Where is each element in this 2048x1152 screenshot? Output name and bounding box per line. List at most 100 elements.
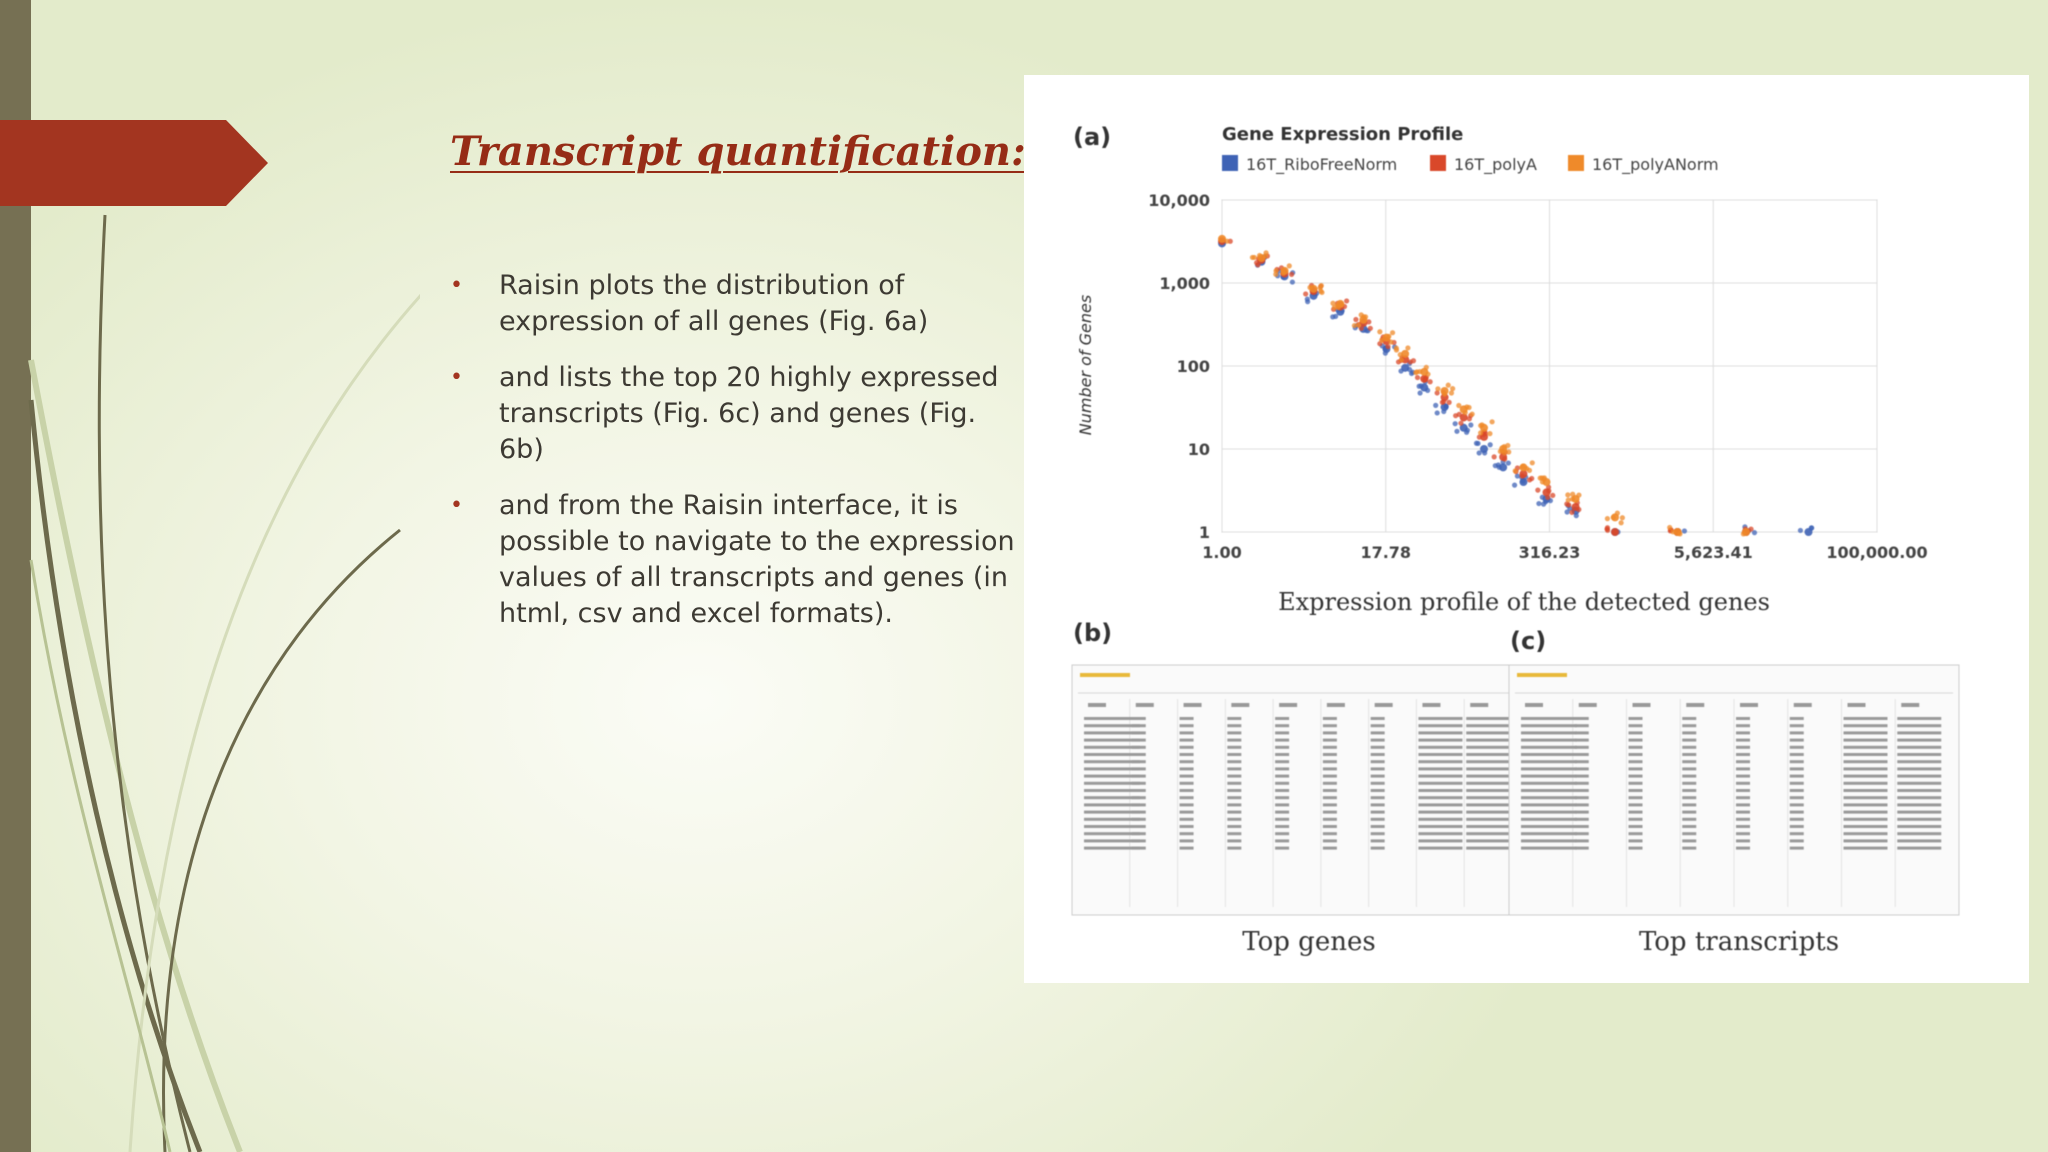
table-cell xyxy=(1843,774,1888,778)
data-point xyxy=(1388,339,1394,345)
table-cell xyxy=(1227,717,1242,720)
table-cell xyxy=(1897,846,1942,850)
data-point xyxy=(1809,525,1815,531)
data-point xyxy=(1482,450,1488,456)
table-cell xyxy=(1084,803,1140,807)
table-cell xyxy=(1370,738,1385,742)
data-point xyxy=(1379,337,1385,343)
data-point xyxy=(1576,506,1582,513)
table-cell xyxy=(1084,825,1140,828)
table-cell xyxy=(1521,717,1577,720)
legend-swatch xyxy=(1222,155,1238,171)
table-cell xyxy=(1736,832,1750,836)
table-cell xyxy=(1227,803,1242,807)
bullet-text: and lists the top 20 highly expressed tr… xyxy=(499,362,999,465)
table-cell xyxy=(1084,731,1140,735)
data-point xyxy=(1377,329,1383,335)
data-point xyxy=(1524,465,1530,472)
table-cell xyxy=(1418,825,1463,828)
data-point xyxy=(1677,531,1683,537)
table-cell xyxy=(1370,753,1385,756)
table-cell xyxy=(1897,810,1942,814)
table-cell xyxy=(1179,846,1194,850)
table-cell xyxy=(1131,745,1146,749)
slide-title: Transcript quantification: xyxy=(450,128,1026,175)
table-cell xyxy=(1131,839,1146,843)
table-cell xyxy=(1084,781,1140,785)
data-point xyxy=(1501,443,1507,450)
legend-swatch xyxy=(1430,155,1446,171)
table-cell xyxy=(1418,817,1463,821)
table-cell xyxy=(1682,810,1697,814)
data-point xyxy=(1565,492,1571,498)
table-cell xyxy=(1574,753,1589,756)
data-point xyxy=(1468,422,1474,428)
table-cell xyxy=(1466,789,1511,792)
table-column-header xyxy=(1422,703,1441,707)
table-cell xyxy=(1843,724,1888,728)
table-cell xyxy=(1227,745,1242,749)
caption-top-genes: Top genes xyxy=(1242,927,1375,957)
table-header-accent xyxy=(1517,673,1567,677)
data-point xyxy=(1487,431,1493,437)
table-cell xyxy=(1897,817,1942,821)
table-cell xyxy=(1227,817,1242,821)
data-point xyxy=(1362,314,1369,320)
table-cell xyxy=(1370,832,1385,836)
table-cell xyxy=(1275,839,1290,843)
table-cell xyxy=(1736,810,1750,814)
data-point xyxy=(1448,390,1455,396)
table-cell xyxy=(1418,832,1463,836)
bullet-list: • Raisin plots the distribution of expre… xyxy=(450,268,1020,652)
data-point xyxy=(1539,479,1546,485)
table-cell xyxy=(1843,789,1888,792)
bullet-text: Raisin plots the distribution of express… xyxy=(499,270,929,337)
data-point xyxy=(1446,399,1452,405)
table-cell xyxy=(1322,825,1337,828)
table-cell xyxy=(1789,839,1804,843)
table-cell xyxy=(1466,781,1511,785)
table-cell xyxy=(1628,717,1643,720)
table-cell xyxy=(1131,825,1146,828)
data-point xyxy=(1670,529,1676,535)
table-cell xyxy=(1179,760,1194,764)
data-point xyxy=(1435,386,1441,392)
data-point xyxy=(1466,404,1472,411)
table-cell xyxy=(1370,717,1385,720)
table-cell xyxy=(1179,839,1194,843)
table-cell xyxy=(1322,760,1337,764)
table-cell xyxy=(1131,846,1146,850)
table-cell xyxy=(1131,803,1146,807)
table-cell xyxy=(1521,781,1577,785)
scatter-plot: 1.00 17.78 316.23 5,623.41 100,000.00 10,000 1… xyxy=(1148,191,1927,562)
table-cell xyxy=(1227,774,1242,778)
table-cell xyxy=(1227,789,1242,792)
data-point xyxy=(1385,343,1391,350)
table-cell xyxy=(1322,789,1337,792)
table-cell xyxy=(1275,745,1290,749)
table-cell xyxy=(1521,832,1577,836)
y-tick-label: 1,000 xyxy=(1159,274,1210,293)
legend-label: 16T_polyANorm xyxy=(1592,155,1719,175)
table-cell xyxy=(1628,745,1643,749)
data-point xyxy=(1333,313,1339,319)
data-point xyxy=(1476,450,1482,456)
data-point xyxy=(1569,496,1576,502)
table-cell xyxy=(1628,724,1643,728)
table-cell xyxy=(1574,745,1589,749)
table-cell xyxy=(1131,789,1146,792)
data-point xyxy=(1303,291,1309,297)
data-point xyxy=(1550,492,1556,499)
table-cell xyxy=(1084,745,1140,749)
data-point xyxy=(1456,402,1462,409)
table-cell xyxy=(1322,832,1337,836)
data-point xyxy=(1339,302,1345,308)
table-cell xyxy=(1843,810,1888,814)
table-cell xyxy=(1322,731,1337,735)
data-point xyxy=(1469,411,1475,417)
table-cell xyxy=(1789,774,1804,778)
data-point xyxy=(1398,368,1404,374)
data-point xyxy=(1256,252,1263,259)
table-cell xyxy=(1131,774,1146,778)
table-cell xyxy=(1084,817,1140,821)
